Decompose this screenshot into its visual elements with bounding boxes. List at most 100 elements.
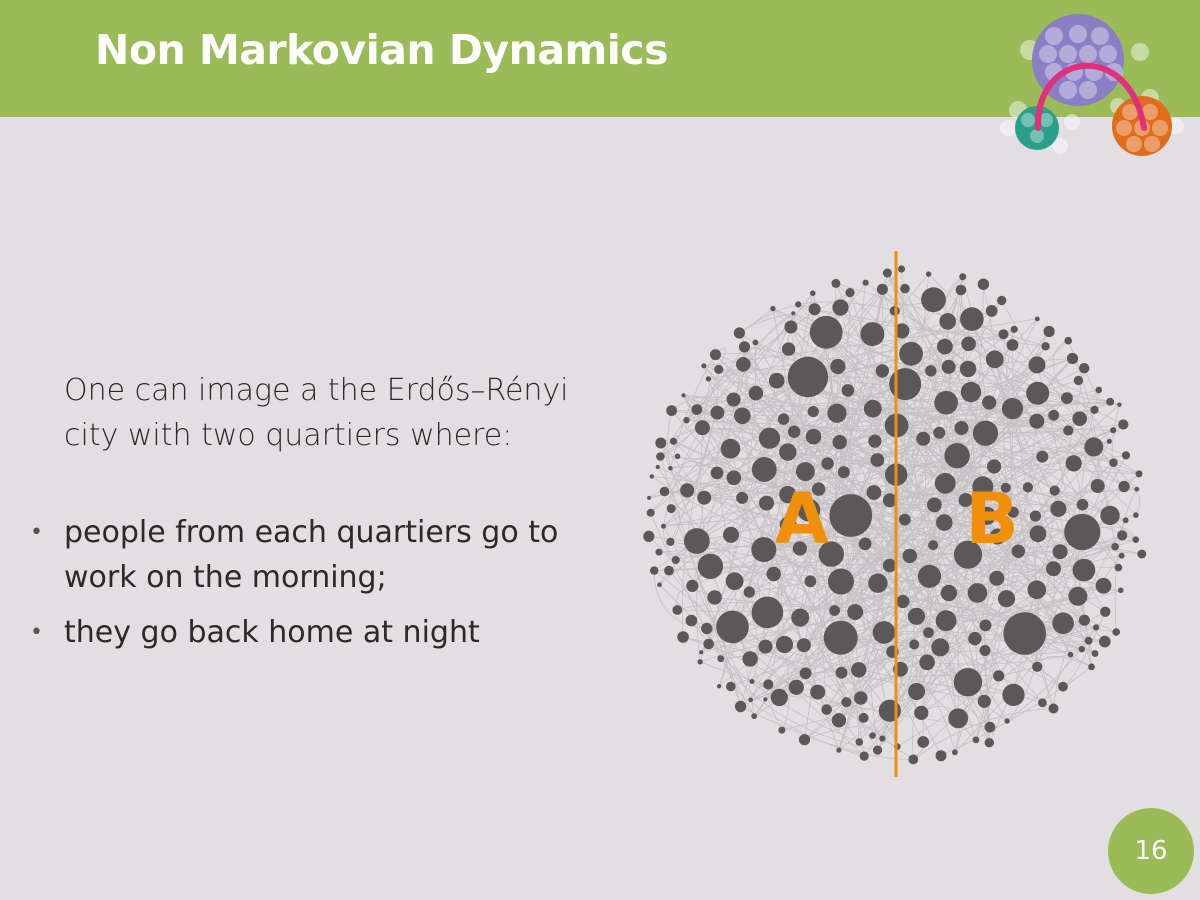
network-node — [726, 392, 741, 407]
network-node — [1100, 606, 1111, 617]
network-node — [792, 541, 807, 556]
network-edge — [864, 543, 1092, 668]
network-node — [985, 305, 998, 317]
network-node — [1036, 450, 1049, 463]
network-edge — [699, 313, 794, 662]
network-node — [925, 365, 937, 377]
network-node — [1111, 542, 1119, 551]
network-node — [862, 279, 869, 286]
network-node — [646, 508, 655, 517]
network-node — [751, 713, 758, 719]
network-edge — [733, 477, 1137, 495]
network-node — [1078, 614, 1090, 626]
network-node — [659, 486, 670, 497]
network-edge — [790, 326, 874, 409]
network-node — [1118, 480, 1130, 493]
network-edge — [889, 499, 1142, 555]
network-node — [751, 596, 784, 629]
network-node — [758, 427, 781, 449]
network-node — [821, 457, 834, 470]
network-node — [1032, 661, 1043, 672]
network-node — [1048, 409, 1060, 421]
network-node — [779, 443, 797, 461]
network-node — [993, 670, 1005, 682]
network-edge — [1036, 455, 1127, 667]
network-edge — [835, 283, 912, 355]
network-edge — [923, 438, 1056, 491]
network-node — [1072, 558, 1096, 582]
network-node — [960, 381, 982, 403]
network-edge — [648, 424, 1124, 499]
network-node — [707, 590, 722, 605]
network-edge — [1078, 380, 1116, 547]
network-edge — [675, 522, 945, 561]
bullet-text: people from each quartiers go to work on… — [64, 515, 559, 595]
network-node — [710, 349, 721, 361]
network-edge — [733, 312, 794, 400]
network-node — [1026, 381, 1050, 405]
network-node — [879, 735, 886, 742]
network-node — [697, 490, 712, 505]
network-node — [749, 679, 755, 684]
network-node — [751, 457, 777, 482]
network-node — [1050, 500, 1067, 517]
network-node — [977, 694, 991, 708]
network-node — [982, 395, 997, 410]
network-edge — [657, 466, 681, 543]
network-node — [960, 307, 984, 331]
network-node — [686, 579, 699, 592]
network-edge — [913, 708, 1054, 760]
network-node — [841, 384, 855, 397]
network-node — [944, 443, 970, 469]
network-node — [855, 738, 864, 746]
network-node — [647, 495, 651, 500]
network-node — [835, 666, 848, 679]
network-node — [899, 341, 923, 366]
network-node — [1084, 636, 1093, 645]
network-edge — [732, 436, 814, 628]
network-node — [959, 273, 967, 281]
network-node — [726, 681, 736, 692]
network-edge — [814, 308, 1046, 347]
network-node — [1099, 635, 1111, 648]
network-edge — [718, 369, 1000, 677]
network-edge — [858, 650, 986, 671]
network-edge — [699, 661, 990, 728]
network-node — [666, 405, 677, 416]
network-node — [791, 608, 810, 627]
network-node — [940, 584, 958, 602]
network-node — [655, 437, 667, 449]
network-edge — [933, 299, 1120, 406]
network-node — [691, 404, 703, 415]
quarter-label-b: B — [965, 478, 1018, 560]
network-node — [837, 466, 850, 479]
network-node — [810, 290, 816, 296]
network-node — [726, 470, 742, 486]
network-node — [935, 610, 957, 632]
network-node — [734, 407, 751, 425]
title-bar: Non Markovian Dynamics — [0, 0, 1200, 117]
network-node — [1067, 651, 1074, 658]
network-node — [939, 313, 956, 330]
network-node — [738, 341, 751, 353]
network-edge — [863, 490, 1056, 757]
network-node — [828, 568, 854, 595]
network-node — [961, 336, 976, 352]
network-node — [955, 284, 967, 296]
network-node — [1063, 425, 1074, 436]
network-edge — [841, 644, 915, 674]
network-node — [1003, 612, 1046, 655]
network-node — [1028, 356, 1046, 374]
network-edge — [648, 536, 914, 760]
network-node — [923, 627, 934, 638]
network-edge — [838, 519, 906, 751]
network-edge — [657, 466, 819, 494]
network-node — [1079, 363, 1090, 374]
network-edge — [659, 584, 752, 701]
network-node — [734, 700, 747, 713]
network-node — [664, 565, 674, 576]
network-node — [959, 360, 977, 378]
network-node — [1006, 339, 1019, 351]
network-edge — [840, 364, 1038, 582]
network-node — [1118, 419, 1129, 430]
